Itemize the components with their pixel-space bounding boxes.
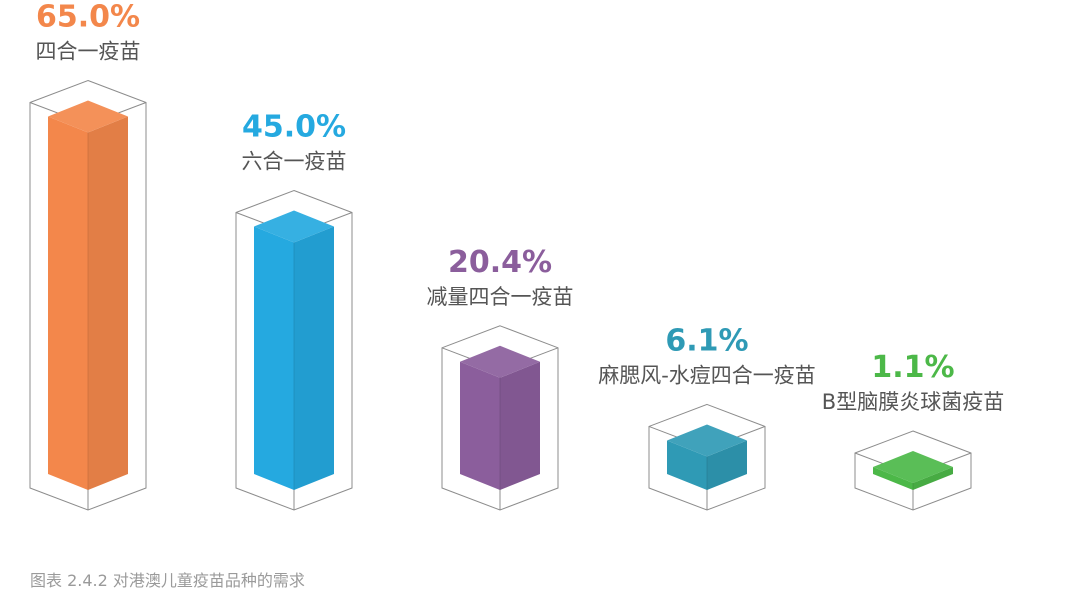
category-label-3: 麻腮风-水痘四合一疫苗 xyxy=(598,363,816,387)
bar-0-right-face xyxy=(88,116,128,490)
value-label-1: 45.0% xyxy=(242,110,346,145)
category-label-0: 四合一疫苗 xyxy=(36,40,141,64)
bar-3-left-face xyxy=(667,440,707,490)
bar-1-right-face xyxy=(294,226,334,490)
value-label-0: 65.0% xyxy=(36,0,140,35)
bar-4-top-face xyxy=(873,451,953,483)
bar-4-right-face xyxy=(913,467,953,490)
bar-0-left-face xyxy=(48,116,88,490)
figure-caption: 图表 2.4.2 对港澳儿童疫苗品种的需求 xyxy=(30,571,305,590)
value-label-2: 20.4% xyxy=(448,245,552,280)
bar-4-left-face xyxy=(873,467,913,490)
bar-2-right-face xyxy=(500,361,540,490)
value-label-4: 1.1% xyxy=(871,350,954,385)
category-label-1: 六合一疫苗 xyxy=(242,150,347,174)
category-label-4: B型脑膜炎球菌疫苗 xyxy=(822,390,1004,414)
bar-3-top-face xyxy=(667,424,747,457)
bar-0-top-face xyxy=(48,100,128,133)
bar-1-top-face xyxy=(254,210,334,243)
category-label-2: 减量四合一疫苗 xyxy=(427,285,574,309)
bar-3-right-face xyxy=(707,440,747,490)
bar-2-left-face xyxy=(460,361,500,490)
bar-2-top-face xyxy=(460,345,540,378)
bar-1-left-face xyxy=(254,226,294,490)
value-label-3: 6.1% xyxy=(665,323,748,358)
